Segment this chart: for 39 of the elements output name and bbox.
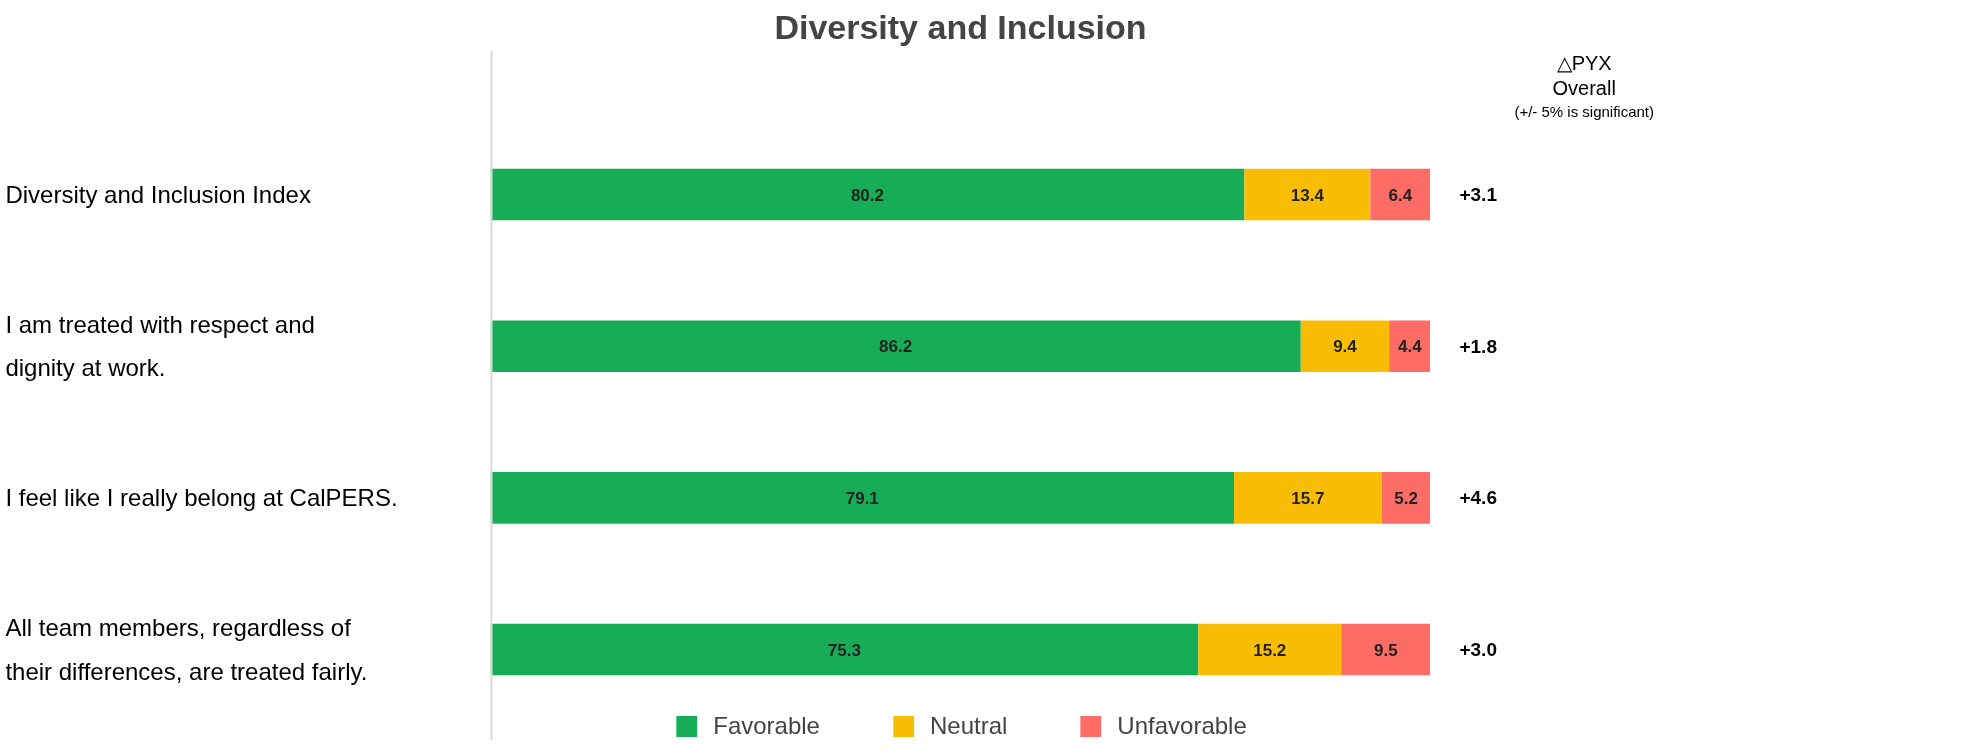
data-label: 9.4: [1333, 337, 1358, 357]
data-label: 75.3: [827, 640, 861, 660]
text: +1.8: [1459, 335, 1497, 357]
bar: [1244, 168, 1371, 221]
y-tick-label: I am treated with respect and dignity at work.: [5, 311, 315, 382]
legend-label: Favorable: [713, 712, 820, 740]
bar: [490, 320, 1301, 372]
text: +3.0: [1459, 639, 1497, 661]
y-tick-label: I feel like I really belong at CalPERS.: [5, 484, 398, 512]
bar: [1389, 320, 1430, 372]
data-label: 15.2: [1253, 640, 1287, 660]
data-label: 80.2: [850, 185, 884, 205]
bar: [490, 623, 1199, 676]
data-label: 5.2: [1394, 488, 1418, 508]
text: +4.6: [1459, 487, 1497, 509]
data-label: 79.1: [845, 488, 879, 508]
bar: [1370, 168, 1430, 221]
data-label: 86.2: [879, 337, 913, 357]
text: △PYX: [1556, 51, 1612, 74]
data-label: 15.7: [1291, 488, 1325, 508]
legend-label: Neutral: [929, 712, 1008, 740]
bar: [1341, 623, 1430, 676]
text: +3.1: [1459, 184, 1498, 206]
data-label: 4.4: [1398, 337, 1423, 357]
bar: [490, 168, 1245, 221]
bar: [1198, 623, 1342, 676]
legend-label: Unfavorable: [1117, 712, 1247, 740]
bar: [1234, 472, 1382, 524]
data-label: 9.5: [1374, 640, 1398, 660]
data-label: 6.4: [1388, 185, 1413, 205]
data-label: 13.4: [1290, 185, 1325, 205]
bar: [490, 472, 1235, 524]
y-tick-label: All team members, regardless of their differences, are treated fairly.: [5, 614, 368, 685]
chart-title: Diversity and Inclusion: [774, 7, 1147, 46]
text: Overall: [1552, 77, 1616, 100]
bar: [1381, 472, 1430, 524]
y-tick-label: Diversity and Inclusion Index: [5, 181, 311, 209]
text: (+/- 5% is significant): [1514, 102, 1655, 120]
bar: [1300, 320, 1390, 372]
